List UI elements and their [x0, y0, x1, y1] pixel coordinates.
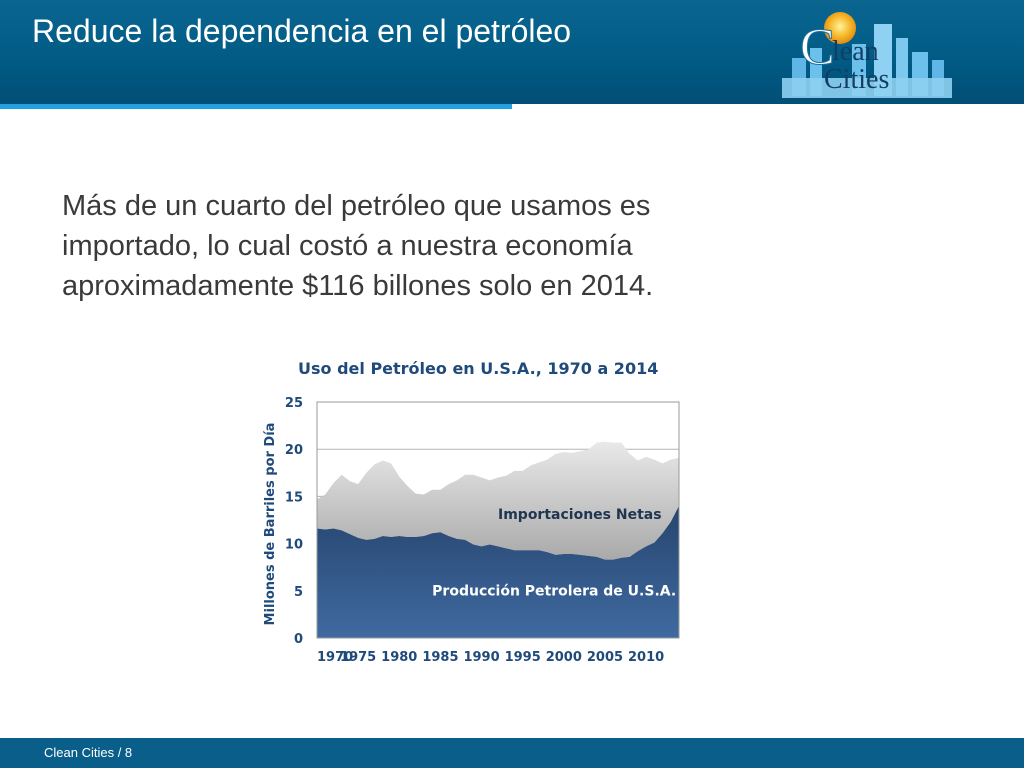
chart-title: Uso del Petróleo en U.S.A., 1970 a 2014	[298, 359, 658, 378]
x-tick-label-1990: 1990	[463, 650, 499, 665]
x-tick-label-2010: 2010	[628, 650, 664, 665]
y-tick-label-10: 10	[285, 538, 303, 553]
x-tick-label-1975: 1975	[340, 650, 376, 665]
y-tick-label-20: 20	[285, 443, 303, 458]
x-tick-label-1995: 1995	[505, 650, 541, 665]
plot-border	[316, 401, 680, 639]
logo-text-line2: Cities	[824, 64, 889, 95]
oil-usage-chart: Uso del Petróleo en U.S.A., 1970 a 2014 …	[250, 350, 700, 680]
slide-body-text: Más de un cuarto del petróleo que usamos…	[62, 190, 654, 302]
y-tick-label-0: 0	[294, 632, 303, 647]
imports-area	[317, 441, 679, 560]
y-tick-label-25: 25	[285, 396, 303, 411]
x-tick-label-1970: 1970	[317, 650, 353, 665]
chart-svg: Uso del Petróleo en U.S.A., 1970 a 2014 …	[263, 359, 680, 665]
slide-footer	[0, 738, 1024, 768]
x-tick-label-2005: 2005	[587, 650, 623, 665]
x-tick-label-1985: 1985	[422, 650, 458, 665]
footer-text: Clean Cities / 8	[44, 745, 133, 760]
logo-initial: C	[800, 19, 835, 76]
header-accent-bar	[0, 104, 512, 109]
production-series-label: Producción Petrolera de U.S.A.	[432, 584, 676, 600]
x-tick-label-1980: 1980	[381, 650, 417, 665]
chart-y-axis-label: Millones de Barriles por Día	[263, 423, 278, 626]
logo-text-line1: lean	[832, 36, 879, 67]
y-tick-label-5: 5	[294, 585, 303, 600]
x-tick-label-2000: 2000	[546, 650, 582, 665]
slide-title: Reduce la dependencia en el petróleo	[32, 13, 572, 49]
imports-series-label: Importaciones Netas	[498, 507, 662, 523]
clean-cities-logo: C lean Cities	[782, 12, 952, 98]
y-tick-label-15: 15	[285, 490, 303, 505]
production-area	[317, 505, 679, 638]
